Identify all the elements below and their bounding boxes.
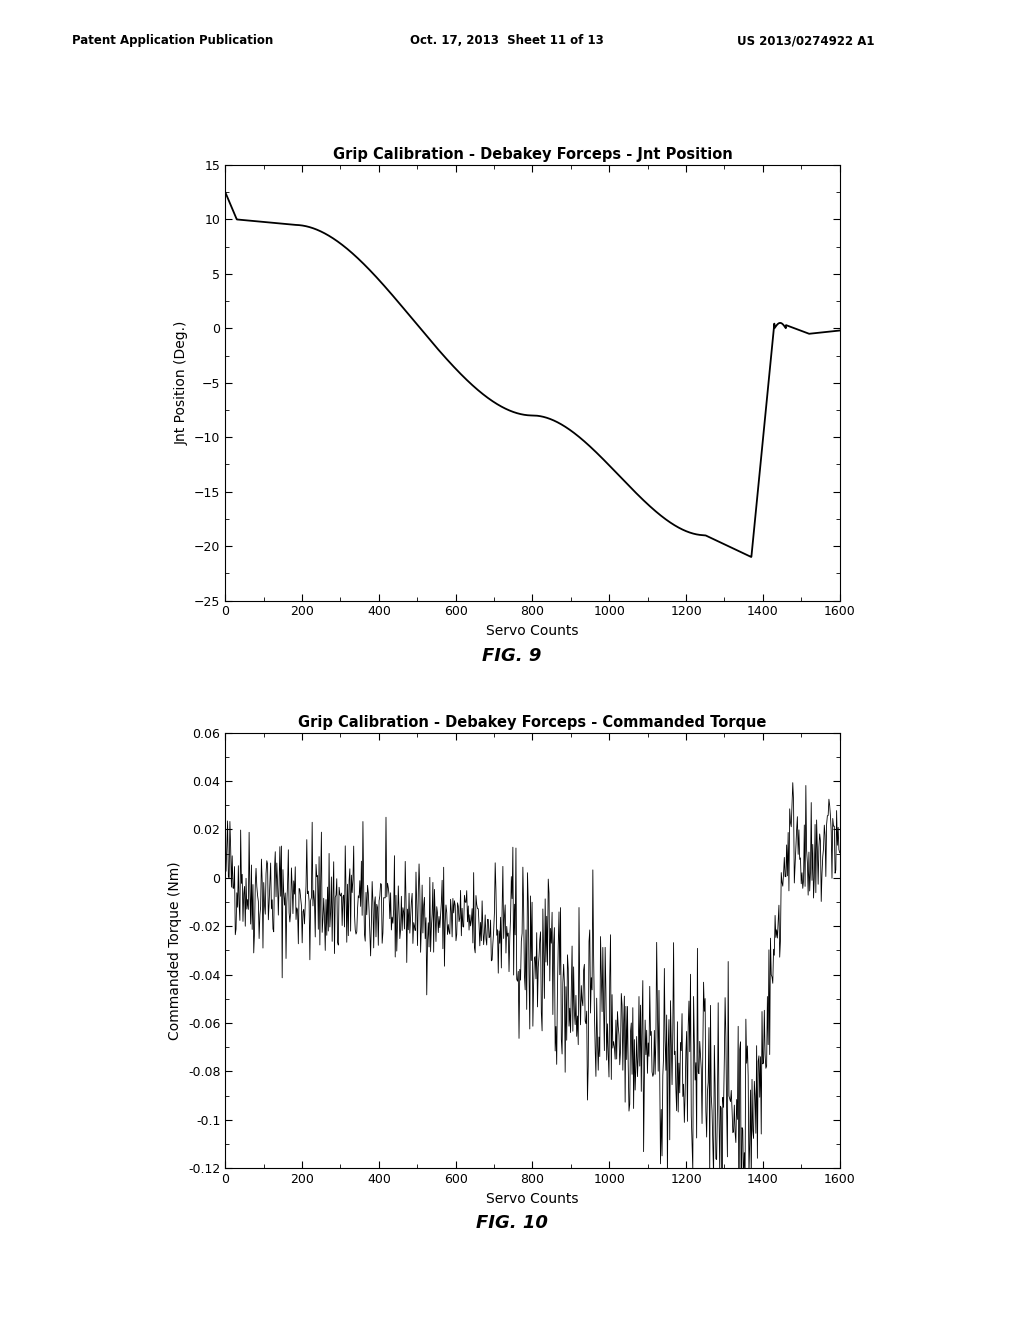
Text: FIG. 9: FIG. 9 [482,647,542,665]
Title: Grip Calibration - Debakey Forceps - Jnt Position: Grip Calibration - Debakey Forceps - Jnt… [333,148,732,162]
Y-axis label: Jnt Position (Deg.): Jnt Position (Deg.) [174,321,188,445]
Text: US 2013/0274922 A1: US 2013/0274922 A1 [737,34,874,48]
Text: FIG. 10: FIG. 10 [476,1214,548,1233]
Title: Grip Calibration - Debakey Forceps - Commanded Torque: Grip Calibration - Debakey Forceps - Com… [298,715,767,730]
Text: Patent Application Publication: Patent Application Publication [72,34,273,48]
X-axis label: Servo Counts: Servo Counts [486,624,579,638]
X-axis label: Servo Counts: Servo Counts [486,1192,579,1205]
Text: Oct. 17, 2013  Sheet 11 of 13: Oct. 17, 2013 Sheet 11 of 13 [410,34,603,48]
Y-axis label: Commanded Torque (Nm): Commanded Torque (Nm) [168,861,182,1040]
